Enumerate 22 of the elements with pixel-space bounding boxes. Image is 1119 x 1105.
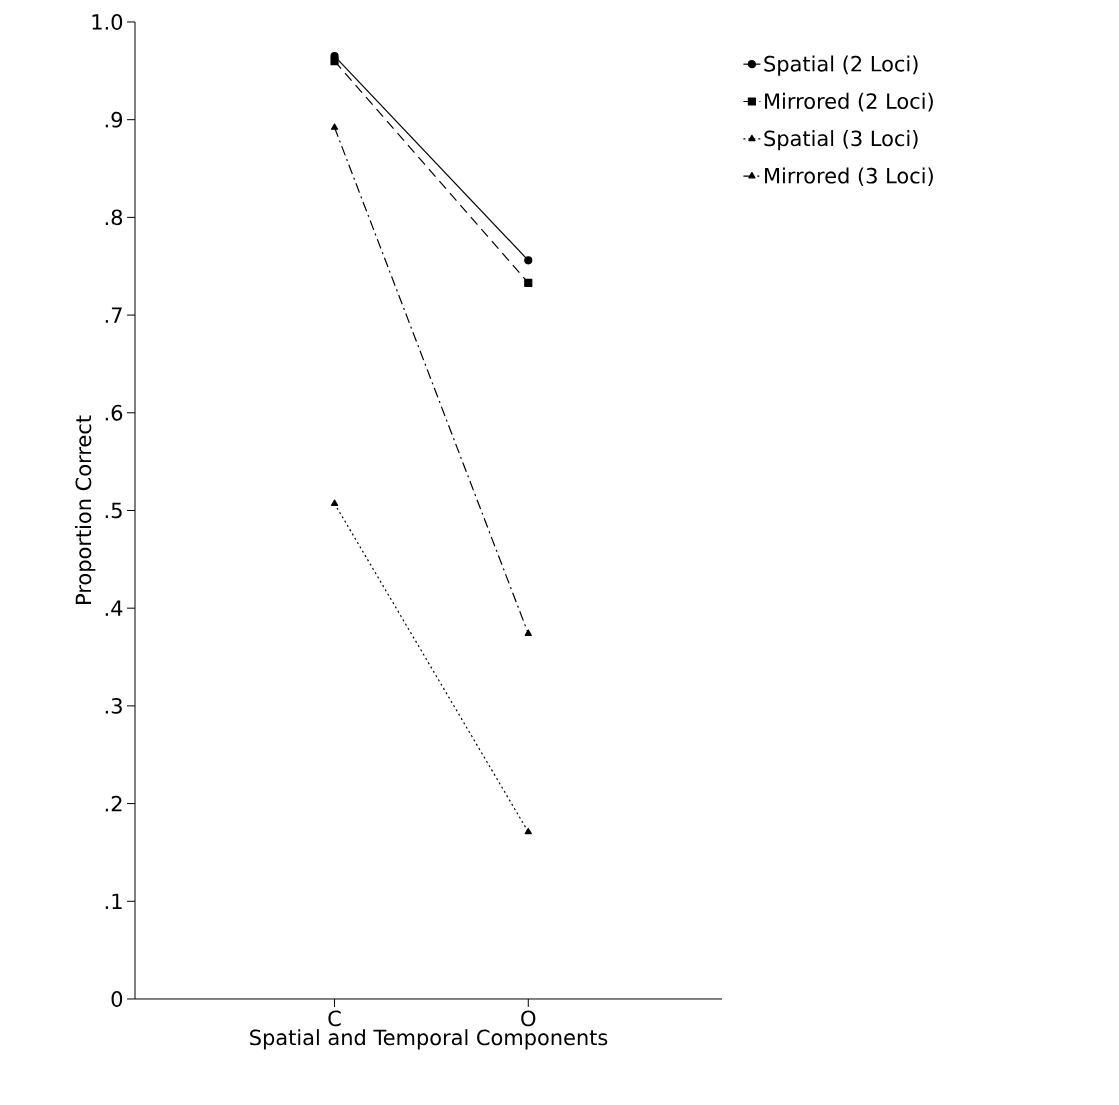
y-tick-label: 0 <box>111 991 123 1007</box>
y-tick-label: .5 <box>105 502 122 519</box>
y-tick-label: .1 <box>105 893 122 909</box>
legend-label: Mirrored (3 Loci) <box>765 167 933 187</box>
y-tick-label: .7 <box>105 307 122 323</box>
y-tick-label: .6 <box>105 404 123 421</box>
point <box>524 256 533 265</box>
point <box>524 278 533 287</box>
y-axis-title: Proportion Correct <box>75 415 96 604</box>
y-tick-label: .3 <box>105 697 122 714</box>
x-tick-label: O <box>521 1010 536 1027</box>
legend-label: Mirrored (2 Loci) <box>765 92 933 112</box>
y-tick-label: .8 <box>105 209 123 226</box>
point <box>330 56 339 66</box>
legend-label: Spatial (2 Loci) <box>764 55 918 76</box>
y-tick-label: .9 <box>105 111 123 128</box>
x-tick-label: C <box>328 1010 341 1027</box>
y-tick-label: .2 <box>105 795 122 812</box>
legend-label: Spatial (3 Loci) <box>764 130 918 151</box>
y-tick-label: 1.0 <box>92 14 123 30</box>
y-tick-label: .4 <box>105 600 123 616</box>
x-axis-title: Spatial and Temporal Components <box>250 1029 608 1050</box>
